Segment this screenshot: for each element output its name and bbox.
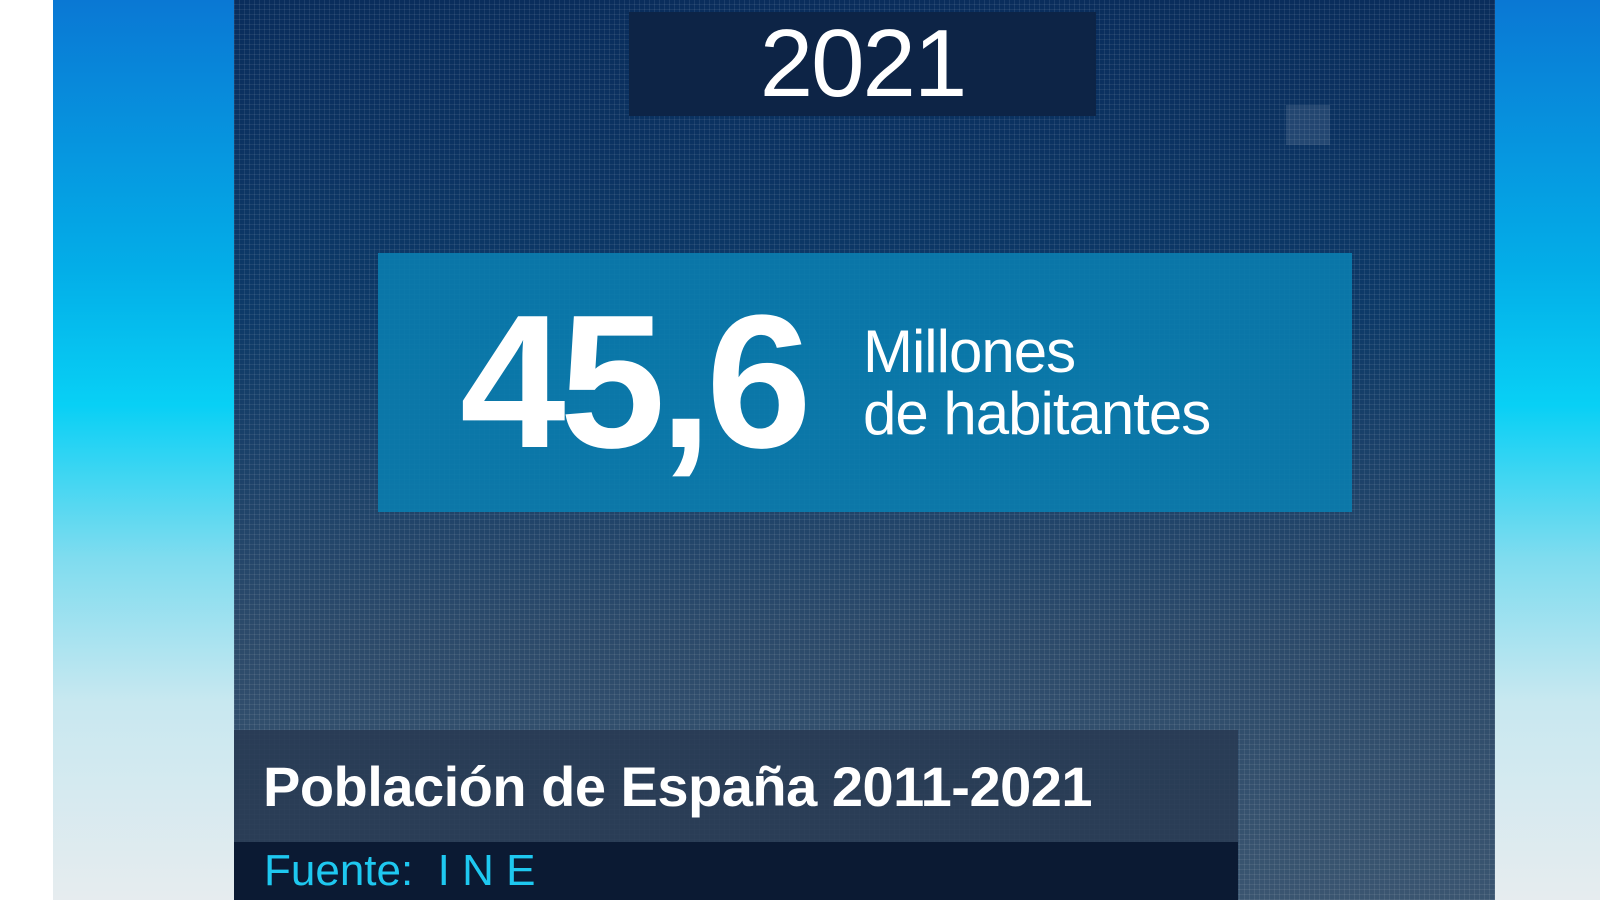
population-value: 45,6 <box>460 276 812 488</box>
year-box: 2021 <box>629 10 1096 117</box>
title-box: Población de España 2011-2021 <box>234 730 1238 842</box>
infographic-panel: 2021 45,6 Millones de habitantes Poblaci… <box>234 0 1495 900</box>
population-unit: Millones de habitantes <box>863 318 1211 447</box>
population-box: 45,6 Millones de habitantes <box>378 253 1352 512</box>
source-label: Fuente: I N E <box>264 846 536 895</box>
unit-line-1: Millones <box>863 318 1076 385</box>
source-bar: Fuente: I N E <box>234 842 1238 900</box>
decorative-square <box>1286 105 1330 145</box>
infographic-title: Población de España 2011-2021 <box>263 755 1093 818</box>
year-label: 2021 <box>759 10 968 117</box>
unit-line-2: de habitantes <box>863 380 1211 447</box>
